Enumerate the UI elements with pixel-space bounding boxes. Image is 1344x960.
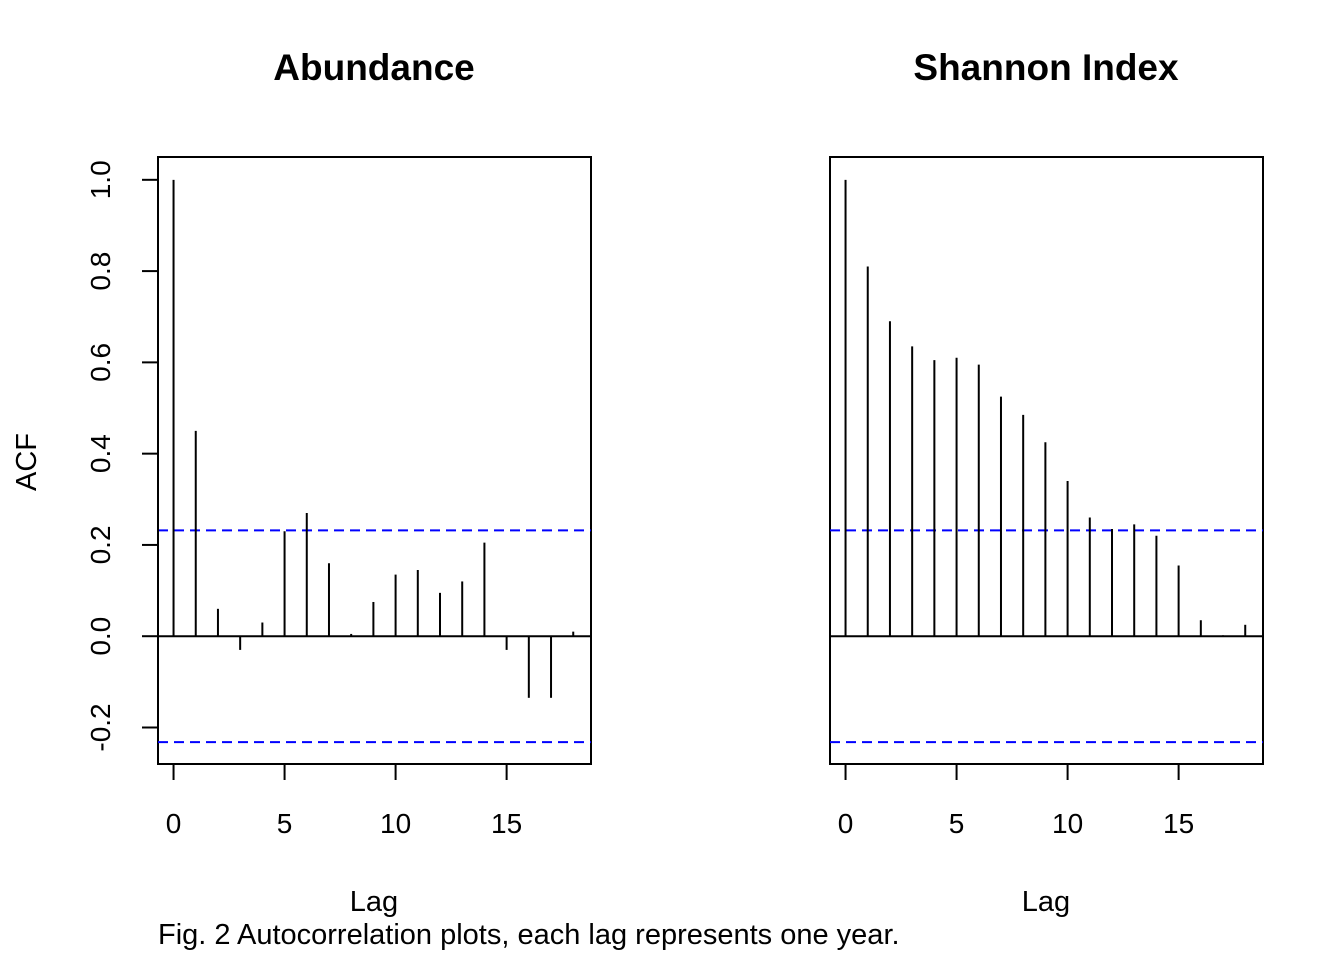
shannon-index-plot-box (829, 156, 1264, 765)
abundance-y-axis: -0.2 0.0 0.2 0.4 0.6 0.8 1.0 (85, 160, 159, 752)
shannon-index-x-tick-label-10: 10 (1052, 808, 1083, 839)
acf-figure: Abundance 0 5 10 15 -0.20.00.20.40.60.81.0 … (11, 47, 1264, 918)
abundance-x-tick-label-5: 5 (277, 808, 293, 839)
y-axis-label: ACF (11, 433, 43, 491)
abundance-y-tick-label-6: 1.0 (85, 160, 116, 199)
abundance-y-tick-label-3: 0.4 (85, 434, 116, 473)
shannon-index-x-tick-label-15: 15 (1163, 808, 1194, 839)
abundance-x-tick-label-10: 10 (380, 808, 411, 839)
abundance-x-label: Lag (350, 886, 398, 918)
abundance-marks (158, 179, 591, 744)
shannon-index-x-label: Lag (1022, 886, 1070, 918)
abundance-y-tick-label-4: 0.6 (85, 343, 116, 382)
shannon-index-panel: Shannon Index 0 5 10 15 Lag (829, 47, 1264, 918)
abundance-y-tick-label-1: 0.0 (85, 617, 116, 656)
abundance-title: Abundance (273, 47, 474, 88)
abundance-x-axis: 0 5 10 15 (166, 763, 522, 839)
shannon-index-x-axis: 0 5 10 15 (838, 763, 1194, 839)
abundance-x-tick-label-0: 0 (166, 808, 182, 839)
abundance-plot-box (157, 156, 592, 765)
shannon-index-title: Shannon Index (913, 47, 1179, 88)
abundance-y-tick-label-5: 0.8 (85, 252, 116, 291)
abundance-y-tick-label-0: -0.2 (85, 703, 116, 751)
abundance-y-tick-label-2: 0.2 (85, 525, 116, 564)
shannon-index-x-tick-label-0: 0 (838, 808, 854, 839)
shannon-index-x-tick-label-5: 5 (949, 808, 965, 839)
abundance-x-tick-label-15: 15 (491, 808, 522, 839)
shannon-index-marks (830, 179, 1263, 744)
abundance-panel: Abundance 0 5 10 15 -0.20.00.20.40.60.81.0 … (11, 47, 592, 918)
figure-caption: Fig. 2 Autocorrelation plots, each lag r… (158, 919, 900, 951)
